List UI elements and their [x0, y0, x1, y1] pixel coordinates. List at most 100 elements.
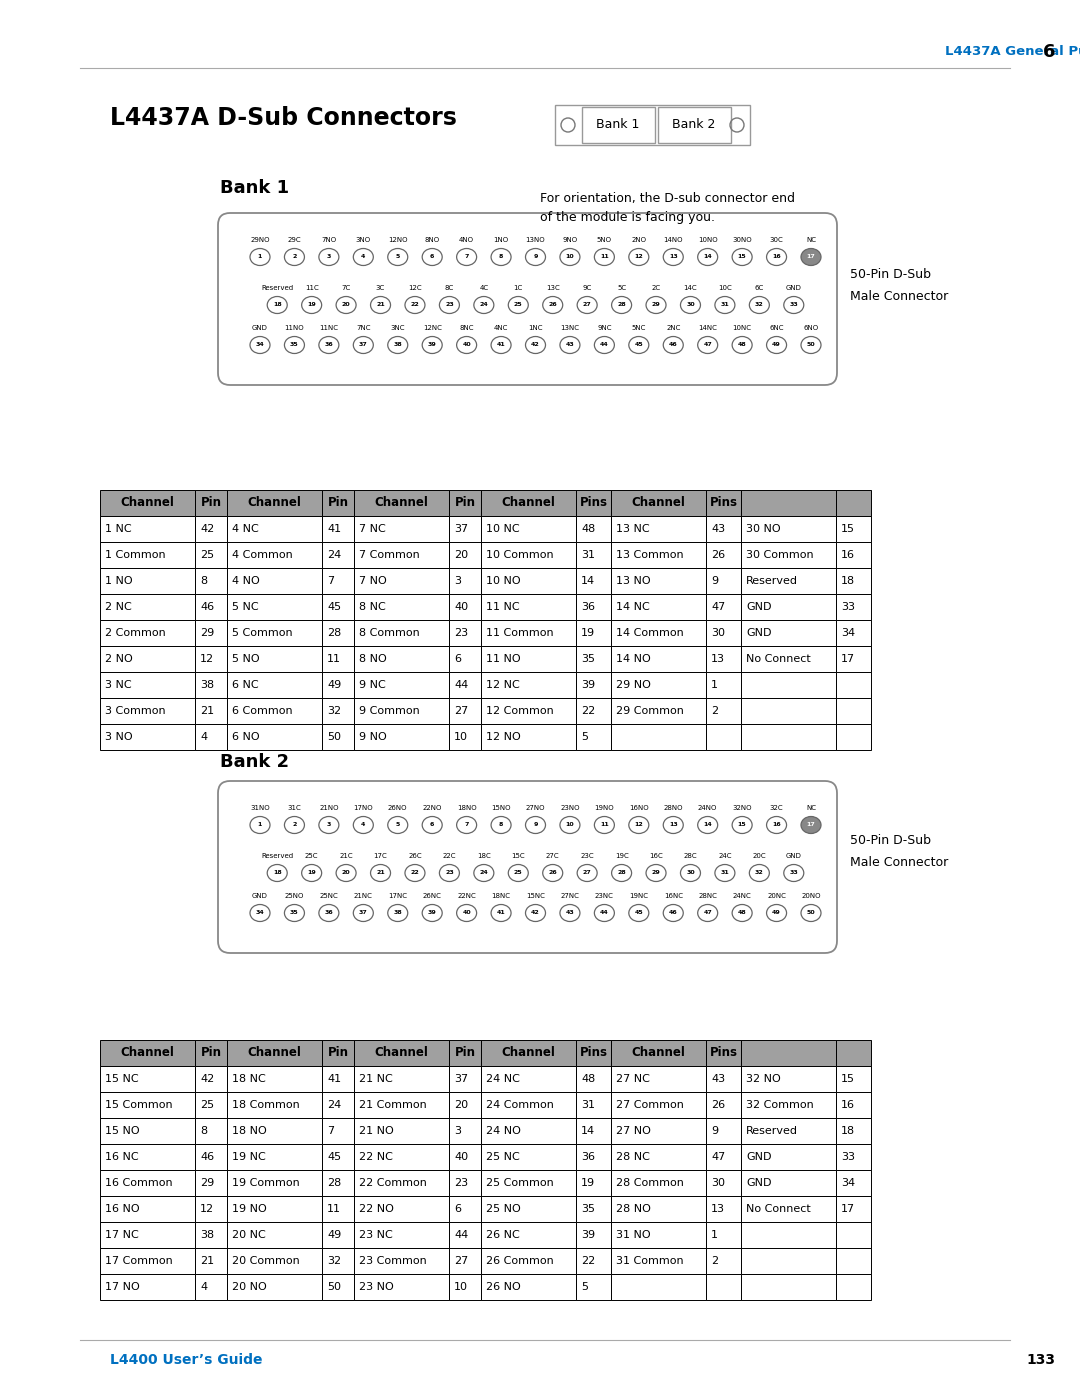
Text: 24C: 24C [718, 854, 731, 859]
Text: 41: 41 [327, 524, 341, 534]
Text: 43: 43 [711, 1074, 725, 1084]
Bar [741, 672, 836, 698]
Ellipse shape [284, 904, 305, 922]
Bar [100, 1092, 195, 1118]
Ellipse shape [732, 816, 752, 834]
Text: 30: 30 [686, 303, 694, 307]
Text: 25 NO: 25 NO [486, 1204, 521, 1214]
Ellipse shape [405, 865, 424, 882]
Bar [836, 1222, 870, 1248]
Text: 7 Common: 7 Common [359, 550, 420, 560]
Ellipse shape [698, 816, 718, 834]
Ellipse shape [715, 296, 734, 313]
Text: 5C: 5C [617, 285, 626, 291]
Ellipse shape [353, 337, 374, 353]
Text: 20NO: 20NO [801, 893, 821, 900]
Text: 40: 40 [462, 911, 471, 915]
Bar [354, 1144, 449, 1171]
Text: 45: 45 [327, 1153, 341, 1162]
Text: 26: 26 [549, 303, 557, 307]
Text: 5: 5 [395, 823, 400, 827]
Ellipse shape [663, 249, 684, 265]
Text: Channel: Channel [632, 496, 686, 510]
Text: 11C: 11C [305, 285, 319, 291]
Text: 16: 16 [841, 550, 855, 560]
Bar [836, 594, 870, 620]
Ellipse shape [732, 249, 752, 265]
Bar [195, 1144, 227, 1171]
Text: 30C: 30C [770, 237, 783, 243]
Ellipse shape [284, 337, 305, 353]
Bar [322, 1274, 354, 1301]
Text: 12NC: 12NC [422, 326, 442, 331]
Text: 17 Common: 17 Common [105, 1256, 173, 1266]
Bar [706, 1066, 741, 1092]
Ellipse shape [526, 249, 545, 265]
Ellipse shape [750, 296, 769, 313]
Bar [195, 1222, 227, 1248]
Bar [706, 645, 741, 672]
Text: 23: 23 [445, 303, 454, 307]
Text: 44: 44 [600, 911, 609, 915]
Ellipse shape [698, 337, 718, 353]
Text: 17: 17 [807, 254, 815, 260]
Text: 18NO: 18NO [457, 805, 476, 812]
Text: 32: 32 [755, 870, 764, 876]
Bar [449, 1274, 481, 1301]
Bar [227, 698, 322, 724]
Ellipse shape [474, 865, 494, 882]
Bar [706, 620, 741, 645]
Bar [836, 1092, 870, 1118]
Text: 1C: 1C [514, 285, 523, 291]
Text: 133: 133 [1026, 1354, 1055, 1368]
Text: 8: 8 [499, 823, 503, 827]
Text: 3: 3 [326, 823, 332, 827]
Text: 2: 2 [293, 254, 297, 260]
Text: GND: GND [746, 1178, 771, 1187]
Text: 16: 16 [772, 254, 781, 260]
Text: 26: 26 [711, 550, 725, 560]
Bar [227, 1274, 322, 1301]
Bar [100, 1118, 195, 1144]
Text: 36: 36 [324, 911, 334, 915]
Bar [195, 1066, 227, 1092]
Bar [582, 108, 654, 142]
Text: GND: GND [786, 854, 801, 859]
Text: 6: 6 [1042, 43, 1055, 61]
Bar [836, 569, 870, 594]
Text: 7NC: 7NC [356, 326, 370, 331]
Text: 4: 4 [200, 732, 207, 742]
Text: 16NC: 16NC [664, 893, 683, 900]
Text: 6: 6 [454, 1204, 461, 1214]
Text: 9 NO: 9 NO [359, 732, 387, 742]
Text: 14: 14 [703, 823, 712, 827]
Bar [576, 620, 611, 645]
Text: 20 NO: 20 NO [232, 1282, 267, 1292]
Text: Channel: Channel [375, 496, 429, 510]
Ellipse shape [629, 249, 649, 265]
Text: 23 NC: 23 NC [359, 1229, 393, 1241]
Text: Reserved: Reserved [261, 285, 294, 291]
Text: 9: 9 [711, 576, 718, 585]
Text: 1NO: 1NO [494, 237, 509, 243]
Text: 17: 17 [841, 1204, 855, 1214]
Ellipse shape [249, 337, 270, 353]
Text: 30: 30 [711, 1178, 725, 1187]
Text: 11NO: 11NO [285, 326, 305, 331]
Text: 24: 24 [480, 303, 488, 307]
Text: 15: 15 [841, 1074, 855, 1084]
Text: 1: 1 [258, 254, 262, 260]
Text: 6C: 6C [755, 285, 764, 291]
Text: 20: 20 [341, 870, 350, 876]
Bar [836, 1066, 870, 1092]
Bar [611, 569, 706, 594]
Bar [322, 1196, 354, 1222]
Text: 38: 38 [200, 680, 214, 690]
Bar [100, 1144, 195, 1171]
Text: 16 NC: 16 NC [105, 1153, 138, 1162]
Text: 11: 11 [327, 654, 341, 664]
Ellipse shape [301, 865, 322, 882]
Bar [227, 1248, 322, 1274]
Text: 27 Common: 27 Common [616, 1099, 684, 1111]
Text: 28: 28 [617, 870, 626, 876]
